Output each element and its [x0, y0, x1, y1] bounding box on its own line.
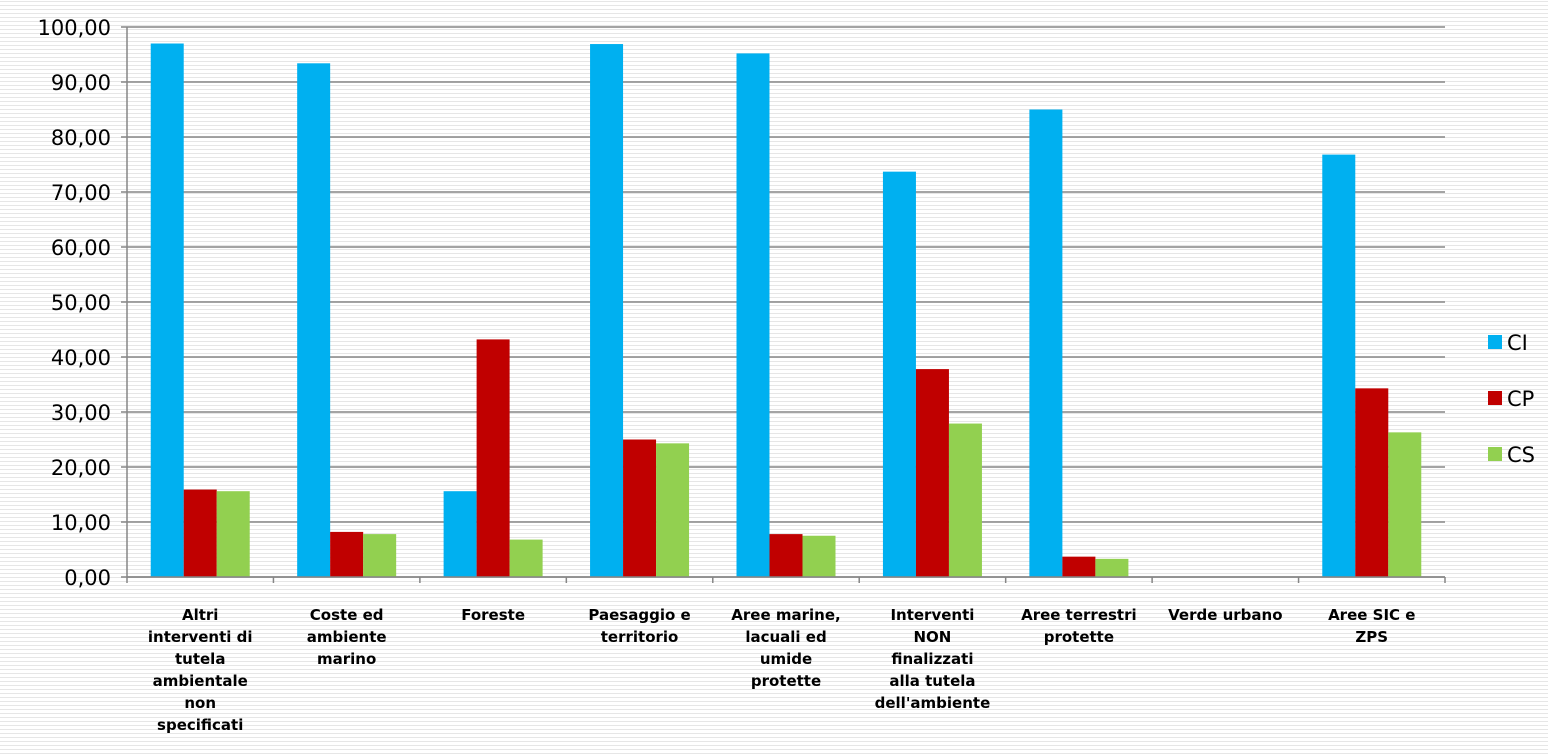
bar-cp — [915, 369, 949, 577]
bar-cs — [363, 534, 397, 577]
gridlines — [127, 26, 1445, 578]
x-category-label: Coste ed ambiente marino — [307, 606, 387, 668]
bar-cs — [509, 539, 543, 577]
bar-cs — [216, 491, 250, 577]
x-category-label: Aree marine, lacuali ed umide protette — [731, 606, 840, 690]
bar-ci — [590, 44, 624, 578]
bar-cp — [183, 489, 217, 577]
legend-swatch-cs — [1488, 447, 1502, 461]
legend-label-cp: CP — [1507, 387, 1534, 411]
x-category-label: Altri interventi di tutela ambientale non spe… — [148, 606, 253, 734]
bar-cs — [948, 423, 982, 577]
legend-swatch-cp — [1488, 391, 1502, 405]
bar-cp — [330, 531, 364, 577]
x-category-label: Aree SIC e ZPS — [1328, 606, 1415, 646]
bar-cp — [476, 339, 510, 577]
x-category-label: Aree terrestri protette — [1021, 606, 1137, 646]
bar-ci — [297, 63, 331, 578]
y-tick-label: 100,00 — [38, 16, 111, 40]
x-category-label: Paesaggio e territorio — [588, 606, 690, 646]
bar-cp — [1062, 556, 1096, 577]
bar-ci — [1322, 154, 1356, 577]
y-tick-label: 30,00 — [51, 401, 111, 425]
bar-ci — [1029, 109, 1063, 577]
y-tick-label: 0,00 — [64, 566, 111, 590]
legend-swatch-ci — [1488, 335, 1502, 349]
legend: CI CP CS — [1488, 331, 1535, 467]
axes — [126, 27, 1446, 583]
bar-cs — [1388, 432, 1422, 577]
bar-ci — [150, 43, 184, 577]
bar-ci — [736, 53, 770, 577]
y-tick-label: 50,00 — [51, 291, 111, 315]
x-category-label: Foreste — [461, 606, 525, 624]
y-tick-label: 90,00 — [51, 71, 111, 95]
bar-ci — [882, 171, 916, 577]
x-axis-labels: Altri interventi di tutela ambientale non spe… — [148, 606, 1416, 734]
y-tick-label: 40,00 — [51, 346, 111, 370]
y-tick-label: 80,00 — [51, 126, 111, 150]
legend-label-cs: CS — [1507, 443, 1535, 467]
bar-cs — [656, 443, 690, 577]
x-category-label: Interventi NON finalizzati alla tutela dell'… — [875, 606, 991, 712]
bar-cp — [769, 534, 803, 577]
bar-cp — [1355, 388, 1389, 577]
y-tick-label: 70,00 — [51, 181, 111, 205]
bars — [150, 43, 1422, 578]
x-category-label: Verde urbano — [1168, 606, 1282, 624]
y-tick-label: 60,00 — [51, 236, 111, 260]
legend-label-ci: CI — [1507, 331, 1528, 355]
y-tick-label: 10,00 — [51, 511, 111, 535]
bar-cp — [623, 439, 657, 577]
bar-cs — [802, 535, 836, 577]
bar-ci — [443, 491, 477, 577]
bar-cs — [1095, 558, 1129, 577]
y-tick-label: 20,00 — [51, 456, 111, 480]
y-axis-ticks: 0,00 10,00 20,00 30,00 40,00 50,00 60,00 70,00 8… — [38, 16, 127, 590]
